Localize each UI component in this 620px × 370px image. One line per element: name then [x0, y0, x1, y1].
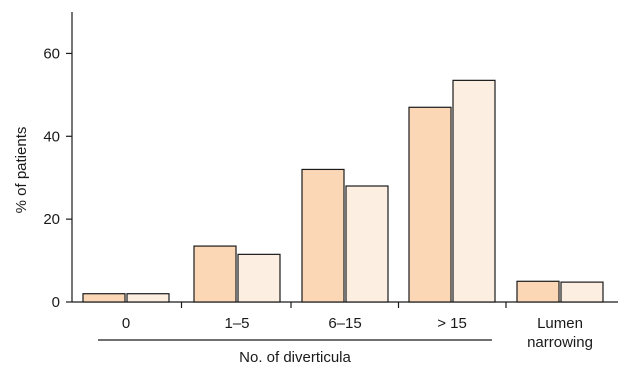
bar-2-5	[560, 281, 604, 303]
y-axis-label: % of patients	[13, 127, 30, 214]
y-tick-label: 0	[52, 294, 60, 311]
category-label: > 15	[437, 315, 467, 332]
y-tick-label: 40	[43, 128, 60, 145]
y-tick-label: 20	[43, 211, 60, 228]
category-label: 0	[122, 315, 130, 332]
group-label: No. of diverticula	[239, 349, 351, 366]
bar-1-5	[516, 280, 560, 303]
bar-2-2	[237, 253, 281, 303]
bar-2-1	[126, 293, 170, 303]
category-labels: 0 1–5 6–15 > 15 Lumen narrowing	[122, 315, 593, 351]
category-label: 1–5	[224, 315, 249, 332]
category-group: No. of diverticula	[98, 339, 492, 366]
y-tick-label: 60	[43, 45, 60, 62]
bar-2-4	[452, 79, 496, 303]
category-label: 6–15	[328, 315, 361, 332]
bar-2-3	[345, 185, 389, 303]
bar-1-3	[301, 168, 345, 303]
bar-1-4	[408, 106, 452, 303]
bar-1-1	[82, 293, 126, 303]
bar-1-2	[193, 245, 237, 303]
bars	[82, 79, 604, 303]
y-axis: 0 20 40 60	[43, 12, 73, 311]
category-label: Lumen narrowing	[527, 315, 593, 351]
x-axis	[72, 301, 618, 308]
